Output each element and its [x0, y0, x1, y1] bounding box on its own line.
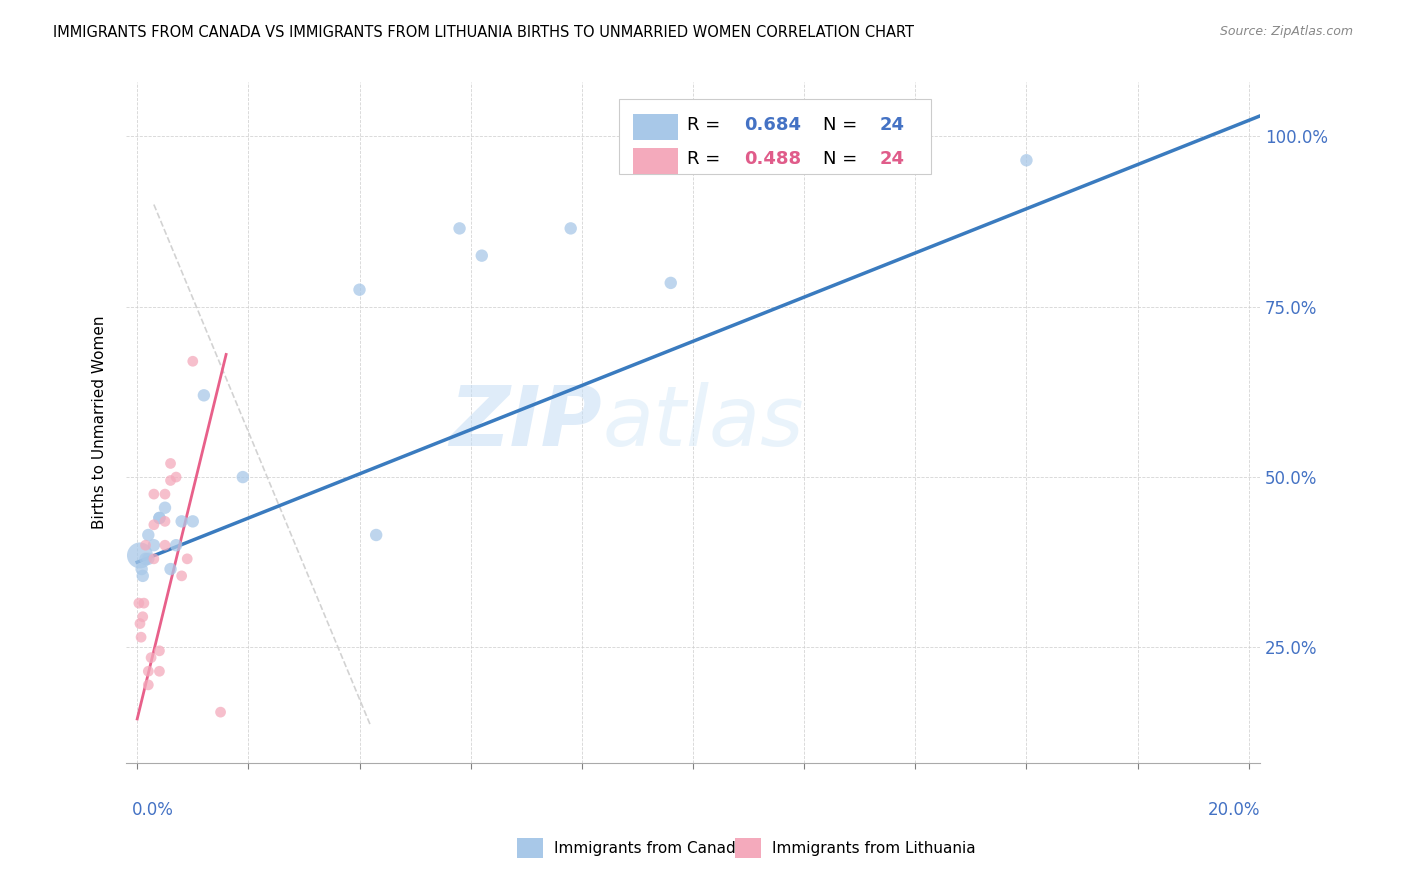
Point — [659, 276, 682, 290]
Point — [136, 678, 159, 692]
Text: 0.684: 0.684 — [744, 116, 801, 134]
Point — [471, 249, 494, 263]
Point — [1015, 153, 1038, 168]
Point — [139, 650, 162, 665]
Point — [193, 388, 215, 402]
Text: IMMIGRANTS FROM CANADA VS IMMIGRANTS FROM LITHUANIA BIRTHS TO UNMARRIED WOMEN CO: IMMIGRANTS FROM CANADA VS IMMIGRANTS FRO… — [53, 25, 914, 40]
Point — [449, 221, 471, 235]
Point — [135, 552, 157, 566]
Text: ZIP: ZIP — [450, 382, 602, 463]
Point — [560, 221, 582, 235]
Point — [209, 705, 232, 719]
Point — [142, 538, 165, 552]
Point — [159, 562, 181, 576]
Point — [153, 487, 176, 501]
Point — [142, 487, 165, 501]
Point — [129, 616, 152, 631]
Point — [136, 528, 159, 542]
Text: N =: N = — [824, 116, 863, 134]
Point — [128, 596, 150, 610]
Point — [132, 569, 155, 583]
Text: R =: R = — [688, 116, 727, 134]
Point — [349, 283, 371, 297]
Point — [181, 514, 204, 528]
Text: Source: ZipAtlas.com: Source: ZipAtlas.com — [1219, 25, 1353, 38]
Point — [132, 609, 155, 624]
Text: atlas: atlas — [602, 382, 804, 463]
Point — [176, 552, 198, 566]
Point — [159, 457, 181, 471]
Point — [142, 517, 165, 532]
Y-axis label: Births to Unmarried Women: Births to Unmarried Women — [93, 316, 107, 529]
Point — [165, 470, 187, 484]
Point — [153, 514, 176, 528]
Text: 0.488: 0.488 — [744, 150, 801, 168]
Point — [136, 552, 159, 566]
Point — [170, 569, 193, 583]
Point — [148, 511, 170, 525]
Point — [153, 538, 176, 552]
Point — [232, 470, 254, 484]
Text: Immigrants from Lithuania: Immigrants from Lithuania — [772, 841, 976, 855]
Point — [142, 552, 165, 566]
Point — [148, 644, 170, 658]
Text: 24: 24 — [880, 150, 905, 168]
Point — [165, 538, 187, 552]
Bar — [633, 114, 678, 140]
Text: 20.0%: 20.0% — [1208, 801, 1260, 819]
Point — [129, 630, 152, 644]
Point — [876, 153, 898, 168]
Point — [159, 474, 181, 488]
Point — [148, 665, 170, 679]
Text: 24: 24 — [880, 116, 905, 134]
Point — [129, 549, 152, 563]
Point — [181, 354, 204, 368]
Text: 0.0%: 0.0% — [132, 801, 173, 819]
Point — [136, 665, 159, 679]
Point — [131, 562, 153, 576]
Text: N =: N = — [824, 150, 863, 168]
Text: R =: R = — [688, 150, 727, 168]
Bar — [633, 148, 678, 174]
Point — [366, 528, 388, 542]
Point — [135, 538, 157, 552]
Text: Immigrants from Canada: Immigrants from Canada — [554, 841, 745, 855]
Point — [170, 514, 193, 528]
Point — [148, 511, 170, 525]
Point — [153, 500, 176, 515]
Point — [132, 596, 155, 610]
FancyBboxPatch shape — [619, 99, 931, 174]
